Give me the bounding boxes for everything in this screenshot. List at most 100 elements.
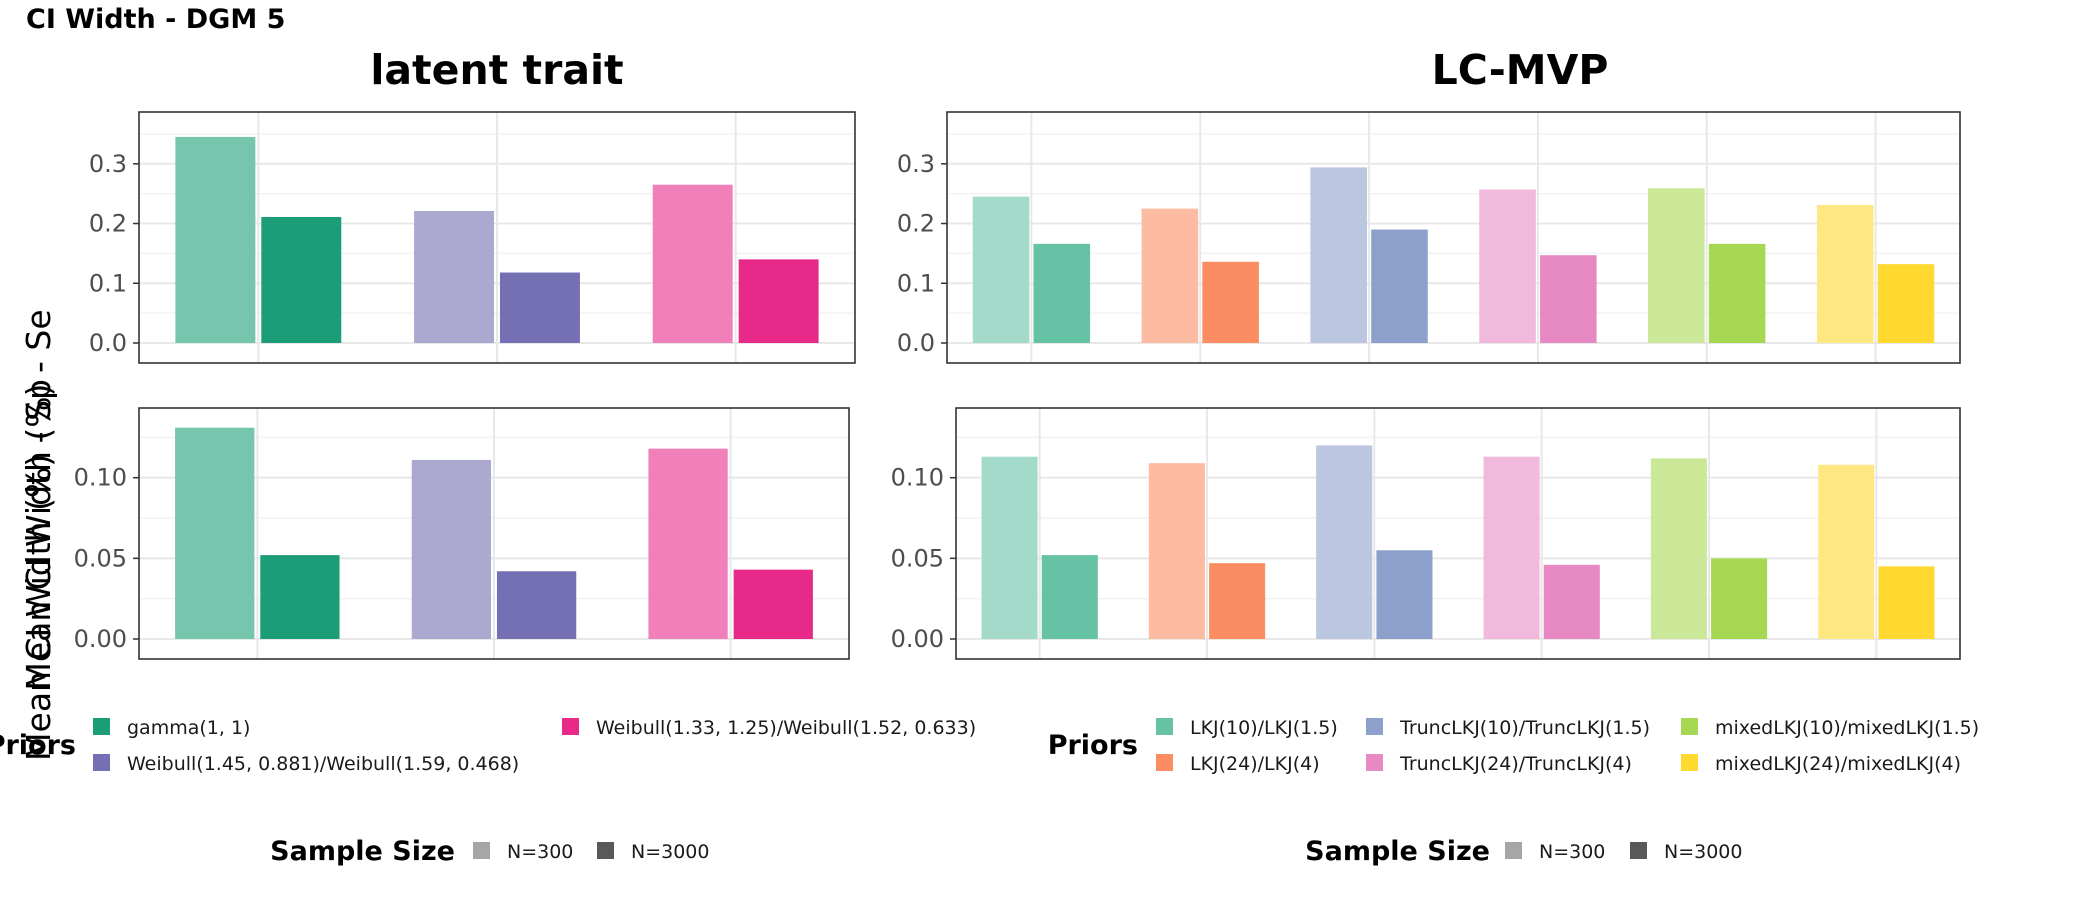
bar-n-300-1 [175, 136, 256, 343]
y-tick-label: 0.3 [897, 150, 935, 178]
legend-label: LKJ(10)/LKJ(1.5) [1190, 717, 1338, 739]
bar-n-3000-2 [499, 272, 580, 343]
bar-n-3000-4 [1540, 255, 1597, 343]
y-tick-label: 0.3 [89, 150, 127, 178]
legend-title: Priors [1048, 730, 1138, 761]
legend-label: gamma(1, 1) [127, 717, 250, 739]
y-tick-label: 0.2 [89, 210, 127, 238]
legend-swatch [93, 754, 110, 771]
legend-swatch [1156, 754, 1173, 771]
legend-label: TruncLKJ(24)/TruncLKJ(4) [1399, 753, 1632, 775]
bar-n-3000-5 [1708, 243, 1766, 343]
legend-swatch [1681, 718, 1698, 735]
legend-swatch [1366, 754, 1383, 771]
y-axis-label-se: Mean CI Width (%) - Se [19, 309, 58, 690]
panel-border [138, 407, 850, 660]
y-tick-label: 0.00 [74, 625, 127, 653]
panel-title: latent trait [370, 46, 623, 94]
bar-n-300-6 [1818, 464, 1875, 639]
bar-n-300-1 [972, 196, 1030, 343]
bar-n-300-1 [981, 456, 1038, 639]
legend-label: mixedLKJ(10)/mixedLKJ(1.5) [1715, 717, 1979, 739]
bar-n-3000-1 [1041, 555, 1098, 639]
bar-n-300-2 [411, 459, 492, 639]
y-tick-label: 0.0 [897, 329, 935, 357]
y-tick-label: 0.05 [891, 544, 944, 572]
bar-n-300-2 [1141, 208, 1199, 343]
bar-n-3000-2 [1209, 563, 1266, 639]
y-tick-label: 0.10 [74, 464, 127, 492]
y-tick-label: 0.1 [89, 269, 127, 297]
bar-n-3000-1 [1033, 243, 1091, 343]
size-legend-label: N=300 [507, 841, 573, 863]
legend-label: TruncLKJ(10)/TruncLKJ(1.5) [1399, 717, 1650, 739]
panel-border [946, 111, 1961, 364]
legend-swatch [93, 718, 110, 735]
y-tick-label: 0.05 [74, 544, 127, 572]
legend-label: mixedLKJ(24)/mixedLKJ(4) [1715, 753, 1961, 775]
bar-n-3000-4 [1543, 564, 1600, 639]
y-tick-label: 0.10 [891, 464, 944, 492]
legend-right: Priors LKJ(10)/LKJ(1.5) LKJ(24)/LKJ(4) Trun… [1048, 717, 1979, 867]
legend-label: LKJ(24)/LKJ(4) [1190, 753, 1320, 775]
bar-n-3000-6 [1877, 264, 1935, 343]
size-legend-swatch [1505, 842, 1522, 859]
bar-n-300-3 [648, 448, 728, 639]
panel-2: LC-MVP 0.0 0.1 0.2 0.3 [897, 46, 1961, 364]
bar-n-300-5 [1650, 458, 1707, 639]
bar-n-300-6 [1816, 205, 1874, 343]
legend-swatch [1366, 718, 1383, 735]
panel-border [138, 111, 856, 364]
size-legend-label: N=3000 [1664, 841, 1743, 863]
bar-n-300-3 [1316, 445, 1373, 639]
bar-n-3000-3 [1371, 229, 1428, 343]
size-legend-swatch [1630, 842, 1647, 859]
y-tick-label: 0.1 [897, 269, 935, 297]
figure-title: CI Width - DGM 5 [26, 4, 285, 35]
panel-background [947, 112, 1960, 363]
bar-n-3000-2 [1202, 261, 1259, 343]
legends: Priors gamma(1, 1) Weibull(1.45, 0.881)/We… [0, 717, 1979, 867]
size-legend-title: Sample Size [270, 836, 455, 867]
bar-n-3000-1 [261, 216, 342, 343]
bar-n-300-3 [652, 184, 733, 343]
y-tick-label: 0.0 [89, 329, 127, 357]
legend-swatch [1681, 754, 1698, 771]
y-tick-label: 0.2 [897, 210, 935, 238]
y-axis-label-sp: Mean CI Width (%) - Sp [19, 379, 58, 761]
bar-n-3000-5 [1711, 558, 1768, 639]
bar-n-300-5 [1648, 188, 1705, 343]
legend-title: Priors [0, 730, 76, 761]
chart-panels: latent trait 0.0 0.1 0.2 0.3 LC-MVP 0.0 0.1 0.2 0… [74, 46, 1961, 660]
bar-n-300-4 [1479, 189, 1536, 343]
panel-3: 0.00 0.05 0.10 [74, 407, 850, 660]
size-legend-title: Sample Size [1305, 836, 1490, 867]
panel-4: 0.00 0.05 0.10 [891, 407, 1961, 660]
bar-n-300-2 [414, 210, 495, 343]
panel-title: LC-MVP [1432, 46, 1609, 94]
legend-swatch [1156, 718, 1173, 735]
legend-left: Priors gamma(1, 1) Weibull(1.45, 0.881)/We… [0, 717, 976, 867]
bar-n-300-1 [175, 427, 255, 639]
size-legend-swatch [473, 842, 490, 859]
size-legend-label: N=3000 [631, 841, 710, 863]
bar-n-3000-3 [1376, 550, 1433, 639]
bar-n-3000-6 [1878, 566, 1935, 639]
bar-n-3000-3 [738, 259, 819, 343]
size-legend-label: N=300 [1539, 841, 1605, 863]
y-tick-label: 0.00 [891, 625, 944, 653]
panel-border [955, 407, 1961, 660]
panel-1: latent trait 0.0 0.1 0.2 0.3 [89, 46, 856, 364]
bar-n-300-3 [1310, 167, 1367, 343]
size-legend-swatch [597, 842, 614, 859]
legend-swatch [562, 718, 579, 735]
bar-n-300-4 [1483, 456, 1540, 639]
bar-n-3000-1 [260, 555, 340, 639]
bar-n-3000-3 [733, 569, 813, 639]
legend-label: Weibull(1.45, 0.881)/Weibull(1.59, 0.468… [127, 753, 519, 775]
panel-background [956, 408, 1960, 659]
legend-label: Weibull(1.33, 1.25)/Weibull(1.52, 0.633) [596, 717, 976, 739]
bar-n-3000-2 [496, 571, 577, 639]
bar-n-300-2 [1148, 463, 1205, 639]
